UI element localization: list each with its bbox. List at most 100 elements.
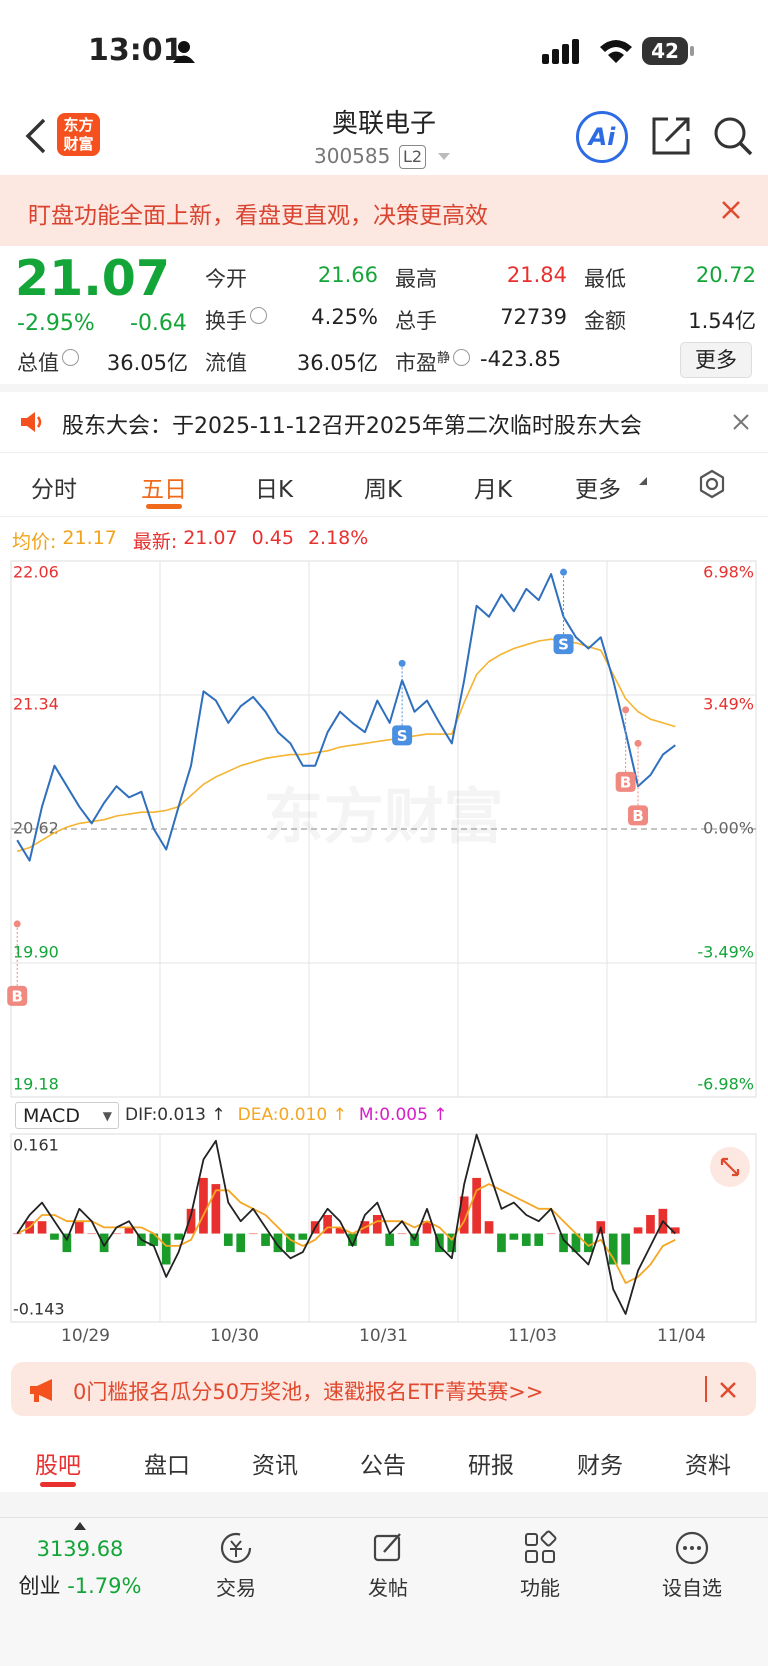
expand-button[interactable] — [710, 1147, 750, 1187]
nav-label: 发帖 — [368, 1576, 408, 1600]
back-button[interactable] — [24, 118, 48, 154]
chart-tab[interactable]: 五日 — [141, 477, 187, 503]
ad-text: 0门槛报名瓜分50万奖池，速戳报名ETF菁英赛>> — [73, 1380, 544, 1404]
content-tab[interactable]: 公告 — [360, 1453, 406, 1479]
field-label-text: 金额 — [584, 309, 626, 333]
y2-tick-label: 6.98% — [703, 563, 754, 582]
macd-bar — [459, 1196, 469, 1234]
macd-bar — [447, 1233, 457, 1253]
field-value: -423.85 — [480, 347, 562, 371]
trade-badge — [628, 805, 649, 826]
banner-close[interactable] — [721, 200, 741, 220]
field-label: 最低 — [584, 263, 626, 293]
macd-bar — [286, 1233, 295, 1253]
nav-label: 功能 — [520, 1576, 560, 1600]
content-tab[interactable]: 股吧 — [35, 1453, 81, 1479]
last-value: 21.07 — [183, 527, 238, 549]
field-value: 21.84 — [506, 263, 567, 287]
share-button[interactable] — [650, 115, 692, 157]
index-change: -1.79% — [67, 1574, 142, 1598]
macd-bar — [497, 1233, 506, 1253]
settings-button[interactable] — [697, 469, 727, 499]
macd-legend: DIF:0.013 ↑ DEA:0.010 ↑ M:0.005 ↑ — [125, 1105, 448, 1125]
macd-tick-label: 0.161 — [13, 1136, 59, 1155]
trade-label: B — [620, 773, 631, 791]
chart-tab[interactable]: 日K — [254, 477, 294, 503]
macd-bar — [323, 1215, 332, 1234]
last-label: 最新: — [132, 531, 178, 553]
chart-tab[interactable]: 月K — [473, 477, 513, 503]
chart-tab[interactable]: 分时 — [31, 477, 77, 503]
macd-bar — [509, 1233, 519, 1240]
chart-tab[interactable]: 更多 — [575, 477, 621, 503]
macd-bar — [223, 1233, 233, 1246]
trade-badge — [392, 725, 413, 746]
macd-bar — [658, 1208, 668, 1234]
dropdown-arrow[interactable] — [437, 152, 451, 162]
ad-banner[interactable] — [11, 1362, 756, 1416]
indicator-select[interactable]: MACD ▼ — [15, 1102, 119, 1129]
ad-close[interactable] — [719, 1381, 737, 1399]
macd-bar — [546, 1233, 556, 1235]
field-label-text: 今开 — [205, 267, 247, 291]
average-line — [16, 638, 676, 853]
content-tab[interactable]: 盘口 — [144, 1453, 190, 1479]
level-badge[interactable]: L2 — [399, 145, 427, 169]
dif-line — [16, 1133, 676, 1315]
macd-bar — [484, 1221, 494, 1234]
macd-bar — [87, 1233, 97, 1235]
ai-button[interactable]: Ai — [576, 111, 628, 163]
legend-entry: DIF:0.013 ↑ — [125, 1105, 226, 1125]
index-value[interactable]: 3139.68 — [36, 1537, 124, 1561]
field-label-text: 总值 — [17, 351, 59, 375]
y-tick-label: 22.06 — [13, 563, 59, 582]
macd-bar — [335, 1227, 345, 1234]
nav-item[interactable]: 功能 — [485, 1530, 595, 1601]
content-tab[interactable]: 财务 — [577, 1453, 623, 1479]
battery: 42 — [642, 37, 688, 65]
y-tick-label: 20.62 — [13, 819, 59, 838]
tab-underline — [40, 1482, 76, 1487]
y2-tick-label: -6.98% — [697, 1075, 754, 1094]
macd-bar — [261, 1233, 270, 1246]
nav-item[interactable]: 发帖 — [333, 1530, 443, 1601]
notice-close[interactable] — [733, 414, 749, 430]
trade-label: S — [558, 636, 569, 654]
field-label-text: 最高 — [395, 267, 437, 291]
chart-tab[interactable]: 周K — [363, 477, 403, 503]
field-value: 21.66 — [317, 263, 378, 287]
legend-entry: M:0.005 ↑ — [358, 1105, 448, 1125]
feature-banner[interactable] — [0, 175, 768, 246]
macd-bar — [25, 1221, 34, 1234]
content-tab[interactable]: 资料 — [685, 1453, 731, 1479]
stock-name: 奥联电子 — [331, 109, 436, 139]
trade-dot — [13, 920, 21, 928]
trade-dot — [622, 706, 630, 714]
macd-bar — [124, 1227, 134, 1234]
field-label-text: 流值 — [205, 351, 247, 375]
index-name: 创业 — [18, 1574, 61, 1598]
field-label-sup: 静 — [437, 351, 451, 366]
nav-item[interactable]: 设自选 — [637, 1530, 747, 1601]
content-tab[interactable]: 资讯 — [252, 1453, 298, 1479]
trade-dot — [560, 568, 568, 576]
macd-bar — [186, 1208, 196, 1234]
nav-icon — [675, 1531, 709, 1565]
search-button[interactable] — [712, 115, 754, 157]
field-label-text: 总手 — [395, 309, 437, 333]
last-price: 21.07 — [15, 250, 170, 307]
x-tick-label: 11/03 — [508, 1326, 557, 1346]
notice-text[interactable]: 股东大会：于2025-11-12召开2025年第二次临时股东大会 — [62, 414, 642, 439]
field-label: 总手 — [395, 305, 437, 335]
trade-dot — [398, 659, 406, 667]
ad-separator — [705, 1376, 707, 1402]
more-button[interactable]: 更多 — [680, 342, 752, 378]
index-row[interactable]: 创业 -1.79% — [0, 1570, 160, 1600]
y2-tick-label: 3.49% — [703, 695, 754, 714]
logo-text: 财富 — [63, 135, 94, 153]
trade-label: B — [11, 987, 22, 1005]
content-tab[interactable]: 研报 — [468, 1453, 514, 1479]
nav-item[interactable]: 交易 — [181, 1530, 291, 1601]
